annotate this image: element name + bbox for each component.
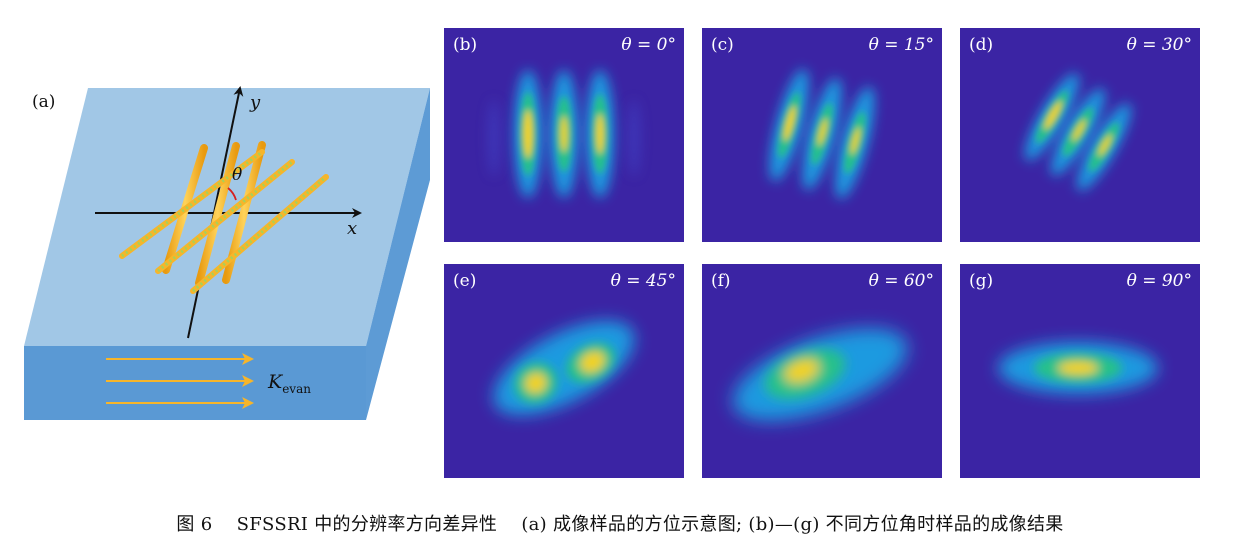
angle-arc [227, 187, 237, 201]
substrate-front-face [24, 346, 366, 420]
panel-c: (c) θ = 15° [702, 28, 942, 242]
evanescent-wave-arrows [106, 353, 254, 409]
panel-g: (g) θ = 90° [960, 264, 1200, 478]
panel-b-angle: θ = 0° [621, 35, 676, 55]
substrate-right-face [366, 88, 430, 420]
figure-caption: 图 6 SFSSRI 中的分辨率方向差异性 (a) 成像样品的方位示意图; (b… [0, 510, 1240, 536]
panel-b-label: (b) [453, 35, 478, 55]
panel-c-label: (c) [711, 35, 734, 55]
dotted-rods [119, 149, 329, 294]
panel-b: (b) θ = 0° [444, 28, 684, 242]
panel-e-angle: θ = 45° [610, 271, 676, 291]
panel-c-angle: θ = 15° [868, 35, 934, 55]
panel-a-label: (a) [32, 92, 55, 112]
panel-f: (f) θ = 60° [702, 264, 942, 478]
image-c [702, 28, 942, 242]
x-axis-label: x [347, 218, 357, 239]
image-d [960, 28, 1200, 242]
panel-d-angle: θ = 30° [1126, 35, 1192, 55]
image-g [960, 264, 1200, 478]
caption-number: 图 6 [176, 514, 213, 535]
image-b [444, 28, 684, 242]
panel-f-label: (f) [711, 271, 731, 291]
image-f [702, 264, 942, 478]
caption-title: SFSSRI 中的分辨率方向差异性 [236, 514, 498, 535]
panel-g-angle: θ = 90° [1126, 271, 1192, 291]
schematic-diagram: (a) θ y x Kevan [24, 86, 430, 420]
panel-d: (d) θ = 30° [960, 28, 1200, 242]
panel-d-label: (d) [969, 35, 994, 55]
image-e [444, 264, 684, 478]
caption-description: (a) 成像样品的方位示意图; (b)—(g) 不同方位角时样品的成像结果 [521, 514, 1064, 535]
theta-label: θ [232, 165, 242, 185]
panel-e: (e) θ = 45° [444, 264, 684, 478]
k-evan-label: Kevan [267, 371, 311, 396]
panel-f-angle: θ = 60° [868, 271, 934, 291]
y-axis-label: y [249, 92, 261, 113]
panel-e-label: (e) [453, 271, 477, 291]
panel-g-label: (g) [969, 271, 994, 291]
